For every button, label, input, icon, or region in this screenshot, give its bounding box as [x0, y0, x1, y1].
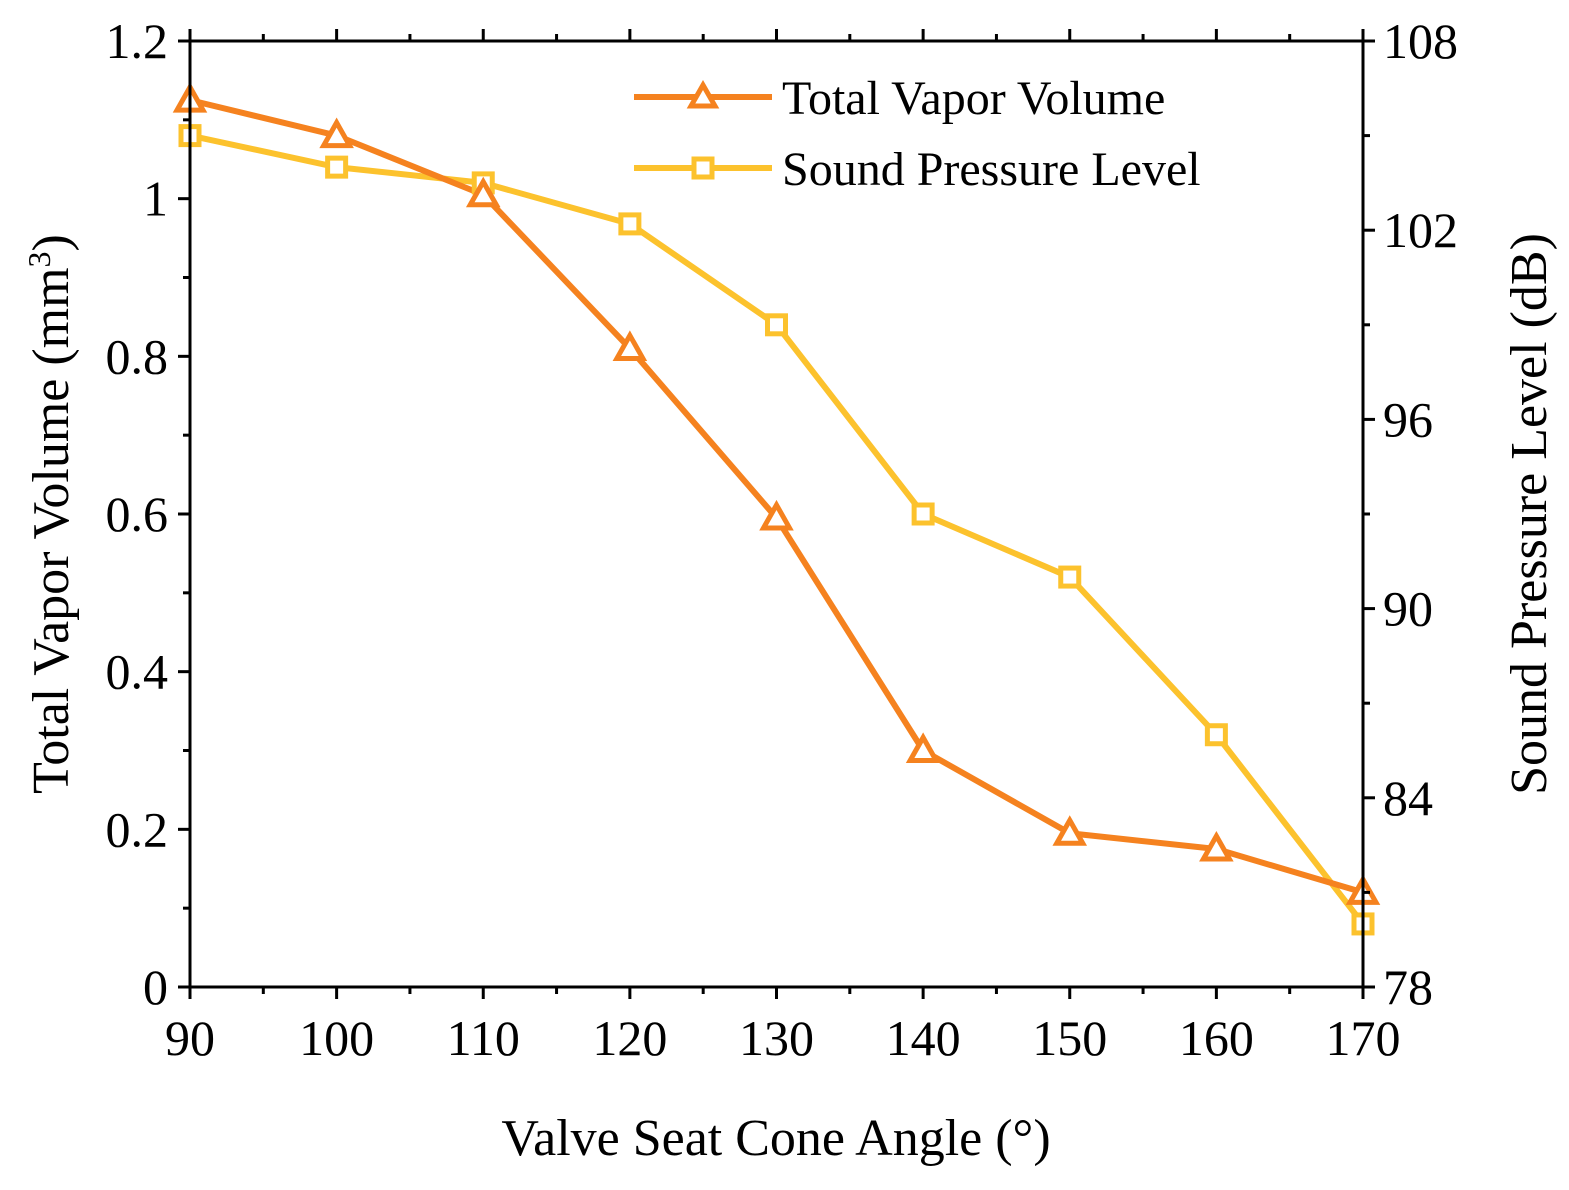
x-tick-label: 90 — [165, 1010, 215, 1066]
left-y-tick-label: 1 — [143, 171, 168, 227]
x-tick-label: 110 — [447, 1010, 520, 1066]
data-point-sound-pressure-level — [325, 155, 349, 179]
series-line-total-vapor-volume — [189, 97, 1364, 896]
right-y-tick-label: 84 — [1383, 770, 1433, 826]
left-y-axis-title-superscript: 3 — [21, 251, 57, 267]
left-y-tick-label: 0.8 — [106, 328, 169, 384]
left-y-tick-label: 1.2 — [106, 13, 169, 69]
legend-marker-triangle — [686, 79, 720, 109]
right-y-tick-label: 96 — [1383, 391, 1433, 447]
data-point-sound-pressure-level — [765, 313, 788, 337]
left-y-tick-label: 0.2 — [106, 801, 169, 857]
right-y-axis-title: Sound Pressure Level (dB) — [1501, 233, 1558, 795]
data-point-sound-pressure-level — [1058, 565, 1082, 589]
left-y-tick-label: 0.4 — [106, 644, 169, 700]
data-point-total-vapor-volume — [1052, 815, 1088, 846]
data-point-total-vapor-volume — [1199, 830, 1234, 862]
x-tick-label: 100 — [299, 1010, 374, 1066]
right-y-tick-label: 78 — [1383, 959, 1433, 1015]
legend-marker-square — [691, 156, 715, 180]
data-point-total-vapor-volume — [905, 732, 941, 763]
right-y-tick-label: 108 — [1383, 13, 1458, 69]
data-point-total-vapor-volume — [465, 176, 501, 208]
x-tick-label: 150 — [1032, 1010, 1107, 1066]
right-y-tick-label: 90 — [1383, 581, 1433, 637]
left-y-axis-title-main: Total Vapor Volume (mm — [23, 267, 80, 793]
data-point-sound-pressure-level — [911, 502, 935, 526]
right-y-tick-label: 102 — [1383, 202, 1458, 258]
left-y-axis-title: Total Vapor Volume (mm3) — [21, 234, 80, 794]
data-point-sound-pressure-level — [618, 212, 642, 236]
data-point-total-vapor-volume — [759, 499, 794, 531]
legend: Total Vapor Volume Sound Pressure Level — [634, 72, 1201, 196]
x-tick-label: 140 — [886, 1010, 961, 1066]
data-point-total-vapor-volume — [319, 117, 354, 149]
x-axis-title: Valve Seat Cone Angle (°) — [501, 1110, 1050, 1167]
x-tick-label: 130 — [739, 1010, 814, 1066]
left-y-axis-title-close: ) — [23, 234, 80, 251]
left-y-tick-label: 0.6 — [106, 486, 169, 542]
legend-label-sound-pressure-level: Sound Pressure Level — [782, 143, 1201, 196]
left-y-tick-label: 0 — [143, 959, 168, 1015]
legend-label-total-vapor-volume: Total Vapor Volume — [782, 72, 1165, 125]
data-point-total-vapor-volume — [612, 330, 648, 361]
x-tick-label: 160 — [1179, 1010, 1254, 1066]
x-tick-label: 170 — [1326, 1010, 1401, 1066]
x-tick-label: 120 — [592, 1010, 667, 1066]
data-point-sound-pressure-level — [1204, 723, 1228, 747]
